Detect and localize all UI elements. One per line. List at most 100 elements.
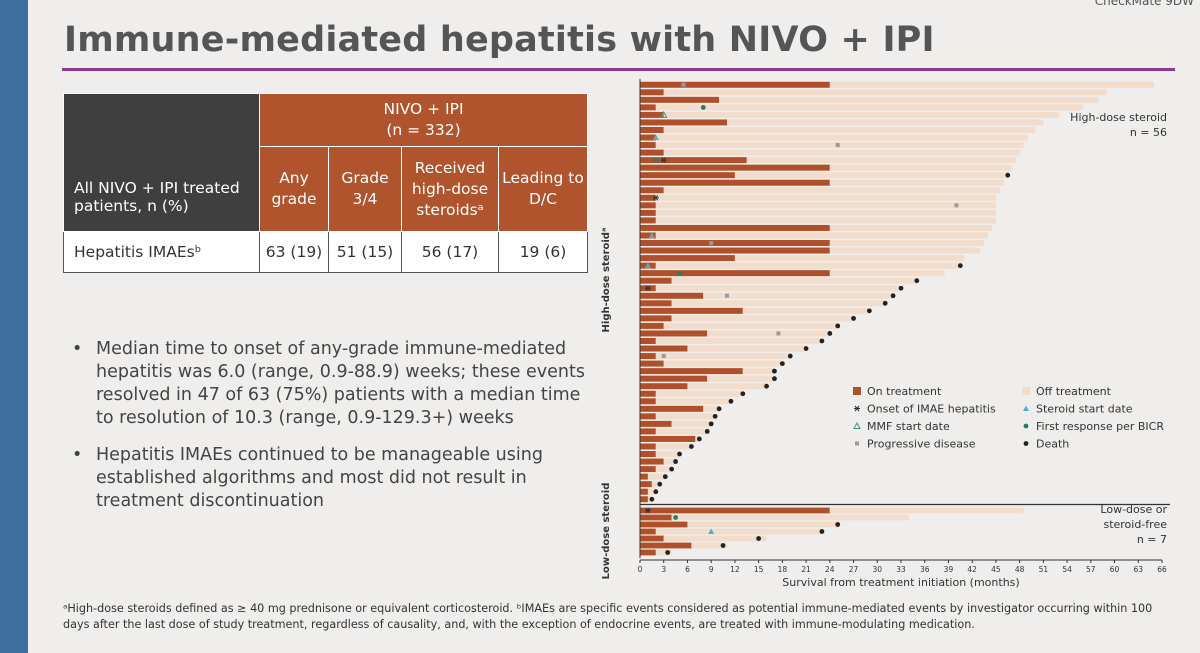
marker [704,429,710,434]
bar-segment [640,164,830,171]
marker [644,285,651,292]
bar-segment [691,542,727,549]
marker [819,338,825,344]
bar-segment [687,383,767,390]
bar-segment [655,413,716,420]
bar-segment [655,232,988,239]
cell: 51 (15) [328,231,402,273]
group-n: (n = 332) [386,121,461,139]
bar-segment [663,187,1000,194]
bar-segment [655,451,680,458]
legend-label: Steroid start date [1036,403,1133,416]
group-label: Low-dose or [1100,503,1167,516]
bar-segment [687,521,838,528]
bar-segment [640,134,656,141]
marker [681,82,686,87]
bullet: Hepatitis IMAEs continued to be manageab… [72,444,592,513]
bar-segment [640,202,656,209]
bar-segment [640,142,656,149]
marker [882,300,888,306]
x-tick-label: 63 [1133,565,1143,574]
bar-segment [640,149,664,156]
bar-segment [640,255,735,262]
bar-segment [829,270,945,277]
x-tick-label: 60 [1110,565,1120,574]
marker [787,353,793,359]
bar-segment [663,360,783,367]
marker [673,515,678,520]
side-label: High-dose steroidᵃ [601,227,612,332]
bar-segment [640,428,656,435]
marker [772,376,777,382]
bar-segment [640,353,656,360]
bar-segment [640,435,696,442]
bar-segment [655,217,996,224]
bar-segment [640,119,727,126]
slide-title: Immune-mediated hepatitis with NIVO + IP… [64,20,935,60]
bullet: Median time to onset of any-grade immune… [72,338,592,430]
marker [712,413,718,419]
bar-segment [640,217,656,224]
marker [720,543,726,548]
bar-segment [655,104,1083,111]
bar-segment [640,292,704,299]
footnote: ᵃHigh-dose steroids defined as ≥ 40 mg p… [63,602,1153,631]
bar-segment [640,528,656,535]
marker [644,507,651,514]
marker [853,421,861,429]
bar-segment [640,300,672,307]
marker [835,143,840,148]
bar-segment [640,179,830,186]
marker [1023,441,1029,446]
marker [709,241,714,246]
bar-segment [655,353,791,360]
bar-segment [640,496,648,503]
bar-segment [671,514,909,521]
column-header: Received high-dose steroidsᵃ [401,146,499,232]
x-tick-label: 66 [1157,565,1167,574]
marker [898,285,904,291]
cell: 63 (19) [259,231,329,273]
brand: CheckMate 9DW [1094,0,1194,8]
marker [716,406,722,412]
bar-segment [671,420,712,427]
bar-segment [687,345,807,352]
marker [700,104,706,110]
cell: 19 (6) [498,231,588,273]
x-axis-label: Survival from treatment initiation (mont… [782,576,1019,589]
x-tick-label: 45 [991,565,1001,574]
legend-label: Death [1036,438,1069,451]
bar-segment [655,202,996,209]
bar-segment [640,307,743,314]
x-tick-label: 12 [730,565,740,574]
marker [854,405,860,412]
bar-segment [640,542,692,549]
x-tick-label: 18 [778,565,788,574]
legend-swatch [853,387,861,395]
bar-segment [640,240,830,247]
marker [866,308,872,314]
x-tick-label: 54 [1062,565,1072,574]
bar-segment [640,345,688,352]
bar-segment [640,413,656,420]
bar-segment [640,443,656,450]
marker [954,203,959,208]
marker [756,536,762,541]
x-tick-label: 33 [896,565,906,574]
marker [957,263,963,269]
bar-segment [640,390,656,397]
bar-segment [671,300,886,307]
bar-segment [655,209,996,216]
bar-segment [655,262,961,269]
bar-segment [734,172,1008,179]
group-name: NIVO + IPI [383,100,464,118]
bar-segment [655,428,708,435]
bullet-list: Median time to onset of any-grade immune… [72,338,592,527]
bar-segment [663,89,1107,96]
bar-segment [647,488,656,495]
bar-segment [640,420,672,427]
marker [659,110,668,118]
bar-segment [640,488,648,495]
bar-segment [829,247,981,254]
bar-segment [663,111,1060,118]
